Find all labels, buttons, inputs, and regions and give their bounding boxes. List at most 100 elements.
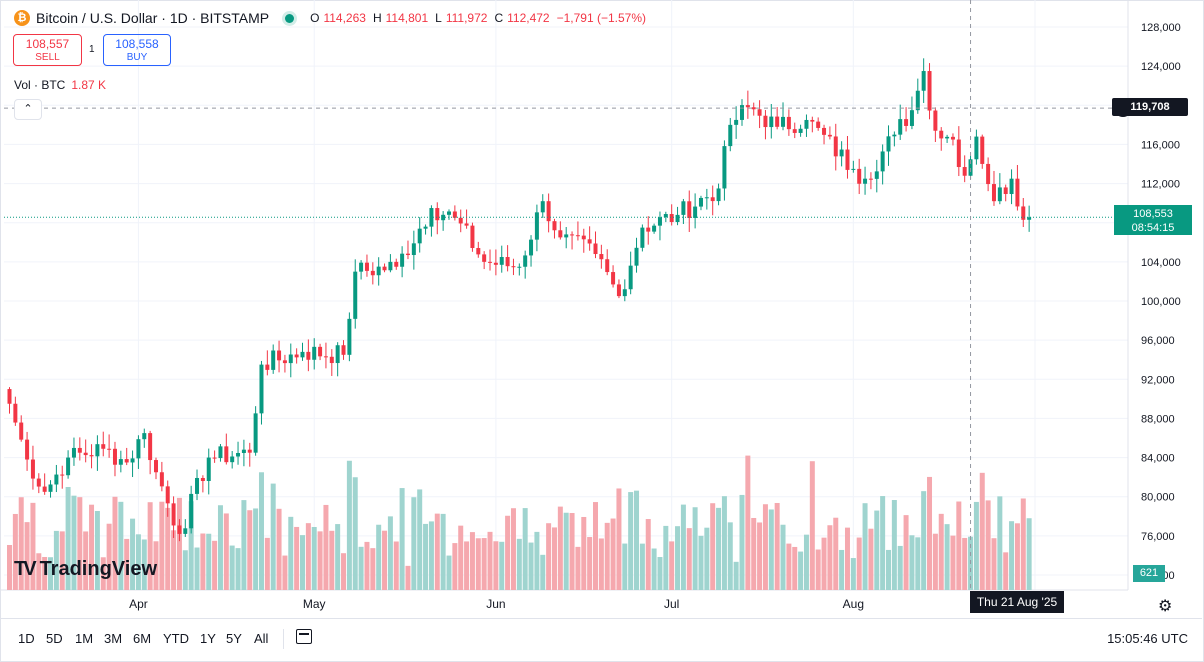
candle-body[interactable]: [118, 459, 123, 465]
candle-body[interactable]: [195, 477, 200, 494]
range-1m-button[interactable]: 1M: [75, 631, 94, 646]
candle-body[interactable]: [681, 201, 686, 215]
candle-body[interactable]: [54, 474, 59, 485]
candle-body[interactable]: [517, 266, 522, 268]
candle-body[interactable]: [282, 360, 287, 364]
candle-body[interactable]: [874, 171, 879, 179]
candle-body[interactable]: [775, 116, 780, 127]
candle-body[interactable]: [364, 262, 369, 271]
candle-body[interactable]: [634, 247, 639, 266]
candle-body[interactable]: [611, 272, 616, 285]
candle-body[interactable]: [71, 447, 76, 458]
candle-body[interactable]: [376, 266, 381, 276]
candle-body[interactable]: [206, 457, 211, 482]
candle-body[interactable]: [89, 455, 94, 457]
candle-body[interactable]: [60, 474, 65, 476]
candle-body[interactable]: [822, 127, 827, 135]
candle-body[interactable]: [306, 351, 311, 360]
candle-body[interactable]: [622, 289, 627, 297]
candle-body[interactable]: [728, 124, 733, 147]
buy-button[interactable]: 108,558 BUY: [103, 34, 171, 66]
candle-body[interactable]: [921, 71, 926, 91]
candle-body[interactable]: [142, 433, 147, 440]
sell-button[interactable]: 108,557 SELL: [13, 34, 82, 66]
candle-body[interactable]: [540, 201, 545, 213]
candle-body[interactable]: [722, 146, 727, 189]
collapse-legend-button[interactable]: ⌃: [14, 99, 42, 120]
candle-body[interactable]: [798, 128, 803, 133]
candle-body[interactable]: [552, 221, 557, 231]
candle-body[interactable]: [616, 284, 621, 297]
candle-body[interactable]: [529, 239, 534, 256]
candle-body[interactable]: [300, 351, 305, 358]
candle-body[interactable]: [48, 484, 53, 492]
utc-clock[interactable]: 15:05:46 UTC: [1107, 631, 1188, 646]
candle-body[interactable]: [224, 446, 229, 463]
candle-body[interactable]: [13, 403, 18, 423]
candle-body[interactable]: [341, 345, 346, 355]
candle-body[interactable]: [734, 119, 739, 125]
candle-body[interactable]: [200, 477, 205, 482]
range-all-button[interactable]: All: [254, 631, 269, 646]
candle-body[interactable]: [165, 486, 170, 504]
candle-body[interactable]: [323, 356, 328, 358]
candle-body[interactable]: [464, 223, 469, 226]
candle-body[interactable]: [411, 243, 416, 256]
candle-body[interactable]: [558, 230, 563, 238]
candle-body[interactable]: [259, 364, 264, 414]
candle-body[interactable]: [827, 134, 832, 137]
candle-body[interactable]: [863, 178, 868, 184]
candle-body[interactable]: [939, 130, 944, 139]
candle-body[interactable]: [962, 167, 967, 176]
range-5y-button[interactable]: 5Y: [226, 631, 242, 646]
candle-body[interactable]: [347, 318, 352, 355]
candle-body[interactable]: [792, 129, 797, 133]
candle-body[interactable]: [945, 136, 950, 139]
candle-body[interactable]: [288, 354, 293, 364]
candle-body[interactable]: [499, 257, 504, 265]
candle-body[interactable]: [101, 444, 106, 449]
candle-body[interactable]: [845, 149, 850, 170]
candle-body[interactable]: [599, 254, 604, 260]
candle-body[interactable]: [640, 227, 645, 248]
gear-icon[interactable]: ⚙: [1158, 598, 1173, 615]
candle-body[interactable]: [183, 528, 188, 534]
volume-legend[interactable]: Vol · BTC 1.87 K: [14, 78, 106, 92]
candle-body[interactable]: [7, 389, 12, 404]
candle-body[interactable]: [804, 119, 809, 129]
candle-body[interactable]: [294, 354, 299, 358]
candle-body[interactable]: [675, 214, 680, 223]
candle-body[interactable]: [470, 225, 475, 249]
candle-body[interactable]: [628, 265, 633, 290]
candle-body[interactable]: [177, 525, 182, 534]
candle-body[interactable]: [417, 228, 422, 244]
candle-body[interactable]: [933, 110, 938, 131]
candle-body[interactable]: [833, 136, 838, 157]
candle-body[interactable]: [277, 350, 282, 361]
candle-body[interactable]: [868, 178, 873, 180]
candle-body[interactable]: [423, 226, 428, 229]
candle-body[interactable]: [353, 271, 358, 319]
candle-body[interactable]: [669, 214, 674, 223]
candle-body[interactable]: [892, 134, 897, 137]
candle-body[interactable]: [523, 255, 528, 267]
candle-body[interactable]: [657, 217, 662, 226]
candle-body[interactable]: [66, 457, 71, 476]
candle-body[interactable]: [171, 503, 176, 526]
candle-body[interactable]: [488, 261, 493, 263]
range-1y-button[interactable]: 1Y: [200, 631, 216, 646]
candle-body[interactable]: [148, 433, 153, 461]
range-3m-button[interactable]: 3M: [104, 631, 123, 646]
candle-body[interactable]: [886, 136, 891, 152]
candle-body[interactable]: [241, 449, 246, 453]
candle-body[interactable]: [1027, 217, 1032, 220]
candle-body[interactable]: [318, 346, 323, 357]
candle-body[interactable]: [1021, 206, 1026, 220]
candle-body[interactable]: [927, 71, 932, 111]
candle-body[interactable]: [95, 444, 100, 457]
candle-body[interactable]: [382, 266, 387, 271]
candle-body[interactable]: [570, 234, 575, 236]
candle-body[interactable]: [1015, 178, 1020, 207]
candle-body[interactable]: [271, 350, 276, 370]
candle-body[interactable]: [968, 159, 973, 176]
